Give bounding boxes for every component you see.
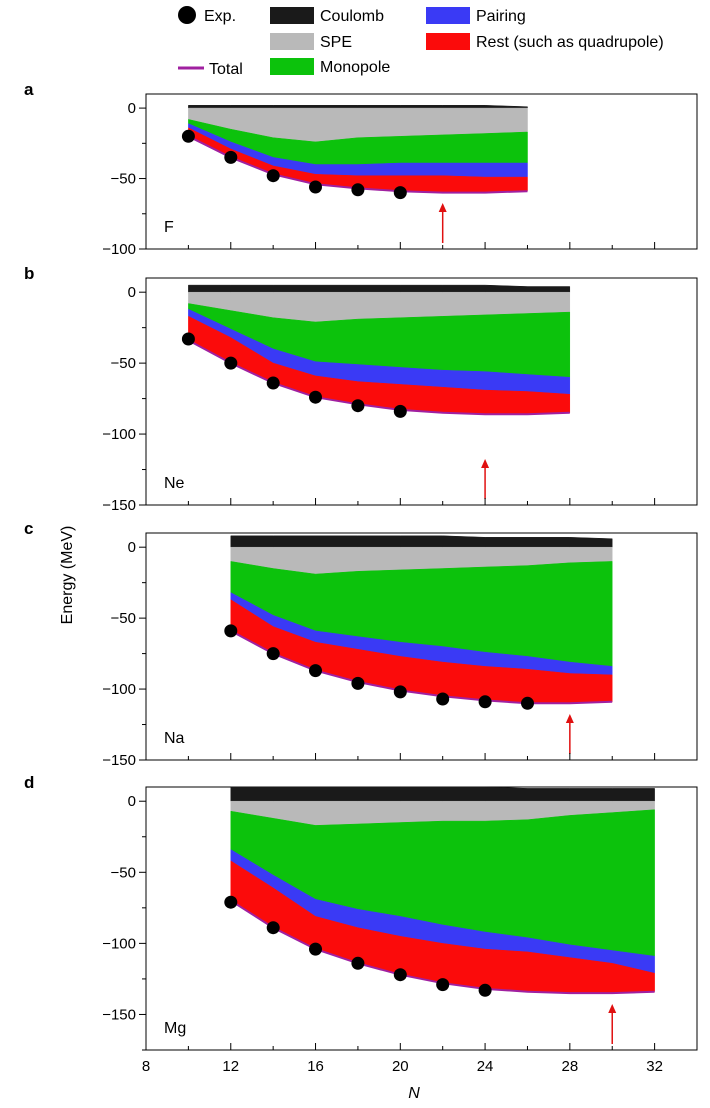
- panel-letter: c: [24, 519, 33, 538]
- y-tick-label: −100: [102, 935, 136, 952]
- x-tick-label: 20: [392, 1058, 409, 1075]
- exp-point: [224, 356, 238, 370]
- legend-label: SPE: [320, 34, 352, 51]
- y-tick-label: −100: [102, 681, 136, 698]
- dot-icon: [178, 6, 196, 24]
- element-label: Mg: [164, 1020, 186, 1037]
- plot-frame: [145, 277, 698, 506]
- exp-point: [309, 390, 322, 404]
- exp-point: [224, 895, 238, 909]
- legend-item: Total: [178, 61, 243, 78]
- x-tick-label: 28: [562, 1058, 579, 1075]
- x-tick-label: 24: [477, 1058, 494, 1075]
- arrow-head-icon: [481, 459, 490, 468]
- legend-item: Monopole: [270, 58, 390, 76]
- swatch-icon: [426, 7, 470, 24]
- exp-point: [351, 956, 365, 970]
- coulomb-band: [188, 284, 571, 293]
- exp-point: [478, 983, 492, 997]
- swatch-icon: [270, 7, 314, 24]
- arrow-head-icon: [438, 203, 447, 212]
- coulomb-band: [230, 535, 613, 548]
- legend-label: Pairing: [476, 8, 526, 25]
- plot-frame: [145, 93, 698, 250]
- swatch-icon: [426, 33, 470, 50]
- legend-item: Exp.: [178, 6, 236, 25]
- arrow-head-icon: [608, 1004, 617, 1013]
- exp-point: [181, 332, 195, 346]
- swatch-icon: [270, 58, 314, 75]
- x-tick-label: 32: [646, 1058, 663, 1075]
- exp-point: [224, 150, 238, 164]
- exp-point: [393, 968, 407, 982]
- legend-label: Monopole: [320, 59, 390, 76]
- y-tick-label: −50: [111, 610, 136, 627]
- coulomb-band: [230, 786, 655, 802]
- exp-point: [478, 695, 492, 709]
- element-label: Na: [164, 730, 185, 747]
- exp-point: [266, 647, 280, 661]
- exp-point: [393, 186, 407, 200]
- x-tick-label: 8: [142, 1058, 150, 1075]
- element-label: Ne: [164, 475, 185, 492]
- legend-label: Total: [209, 61, 243, 78]
- legend-item: Pairing: [426, 7, 526, 25]
- panel-letter: b: [24, 264, 34, 283]
- coulomb-band: [188, 105, 528, 109]
- y-tick-label: −150: [102, 1006, 136, 1023]
- y-tick-label: −150: [102, 497, 136, 514]
- total-line: [187, 339, 570, 416]
- exp-point: [436, 692, 450, 706]
- panel-b: 0 −50 −100 −150 b Ne: [24, 264, 698, 514]
- panels: 0 −50 −100 a F 0 −50 −100 −150 b Ne 0 −50 −100 −150 c Na…: [24, 80, 698, 1075]
- exp-point: [224, 624, 238, 638]
- panel-c: 0 −50 −100 −150 c Na: [24, 519, 698, 769]
- arrow-head-icon: [565, 714, 574, 723]
- total-line: [230, 630, 613, 705]
- exp-point: [181, 129, 195, 143]
- legend-item: SPE: [270, 33, 352, 51]
- exp-point: [351, 183, 365, 197]
- y-tick-label: −50: [111, 171, 136, 188]
- y-tick-label: 0: [128, 793, 136, 810]
- legend-item: Rest (such as quadrupole): [426, 33, 664, 51]
- plot-frame: [145, 532, 698, 761]
- y-tick-label: 0: [128, 100, 136, 117]
- exp-point: [266, 376, 280, 390]
- exp-point: [351, 399, 365, 413]
- y-tick-label: −150: [102, 752, 136, 769]
- panel-letter: d: [24, 773, 34, 792]
- y-tick-label: −50: [111, 864, 136, 881]
- legend-item: Coulomb: [270, 7, 384, 25]
- legend: Exp. Coulomb Pairing SPE Rest (such as quadr…: [178, 6, 664, 78]
- swatch-icon: [270, 33, 314, 50]
- legend-label: Exp.: [204, 8, 236, 25]
- exp-point: [351, 676, 365, 690]
- exp-point: [393, 685, 407, 699]
- legend-label: Rest (such as quadrupole): [476, 34, 664, 51]
- legend-label: Coulomb: [320, 8, 384, 25]
- y-tick-label: −100: [102, 241, 136, 258]
- x-axis-title: N: [408, 1085, 420, 1102]
- exp-point: [309, 664, 322, 678]
- y-tick-label: 0: [128, 539, 136, 556]
- y-axis-title: Energy (MeV): [59, 526, 76, 625]
- panel-letter: a: [24, 80, 34, 99]
- exp-point: [266, 921, 280, 935]
- x-tick-label: 16: [307, 1058, 324, 1075]
- y-tick-label: −50: [111, 355, 136, 372]
- exp-point: [266, 169, 280, 183]
- y-tick-label: −100: [102, 426, 136, 443]
- x-tick-label: 12: [222, 1058, 239, 1075]
- exp-point: [393, 404, 407, 418]
- exp-point: [436, 978, 450, 992]
- exp-point: [521, 696, 534, 710]
- panel-a: 0 −50 −100 a F: [24, 80, 698, 258]
- exp-point: [309, 180, 322, 194]
- element-label: F: [164, 219, 174, 236]
- y-tick-label: 0: [128, 284, 136, 301]
- exp-point: [309, 942, 322, 956]
- panel-d: 0 −50 −100 −150 8 12 16 20 24 28 32 d Mg: [24, 773, 698, 1075]
